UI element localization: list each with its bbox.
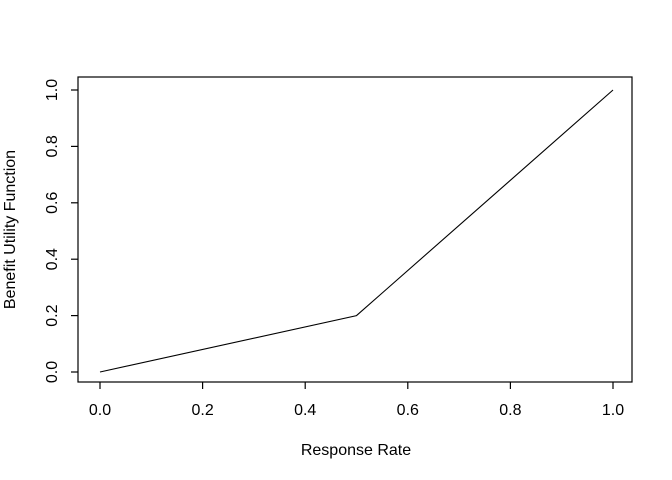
x-tick-label: 0.8	[499, 402, 521, 419]
y-axis-title: Benefit Utility Function	[2, 150, 19, 309]
x-tick-label: 0.6	[397, 402, 419, 419]
y-tick-label: 0.4	[44, 248, 61, 270]
y-tick-label: 0.6	[44, 192, 61, 214]
x-tick-label: 0.4	[294, 402, 316, 419]
y-tick-label: 0.0	[44, 361, 61, 383]
y-tick-label: 0.2	[44, 304, 61, 326]
y-tick-label: 1.0	[44, 79, 61, 101]
benefit-utility-function-line	[99, 89, 614, 373]
x-axis: 0.0 0.2 0.4 0.6 0.8 1.0	[89, 382, 624, 419]
x-axis-title: Response Rate	[301, 442, 411, 459]
series-group	[99, 89, 614, 373]
x-tick-label: 0.0	[89, 402, 111, 419]
x-tick-label: 0.2	[191, 402, 213, 419]
x-tick-label: 1.0	[602, 402, 624, 419]
y-tick-label: 0.8	[44, 135, 61, 157]
y-axis: 0.0 0.2 0.4 0.6 0.8 1.0	[44, 79, 78, 383]
plot-area-border	[77, 76, 633, 383]
